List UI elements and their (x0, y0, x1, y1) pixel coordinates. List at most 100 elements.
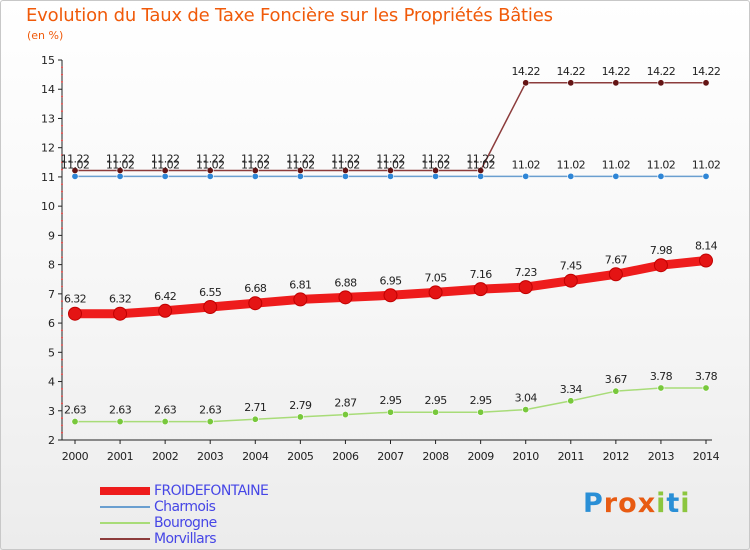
data-point (608, 267, 623, 282)
data-point (567, 172, 575, 180)
y-minor-tick (61, 168, 63, 171)
data-label: 11.02 (466, 158, 495, 171)
logo-letter: t (666, 488, 681, 519)
data-label: 2.95 (425, 394, 448, 407)
data-label: 11.22 (151, 152, 180, 165)
data-label: 11.02 (421, 158, 450, 171)
y-minor-tick (61, 358, 63, 361)
data-point (116, 166, 124, 174)
data-point (338, 290, 353, 305)
y-tick-label: 5 (48, 346, 55, 359)
legend-swatch (100, 522, 150, 524)
logo-letter: o (618, 488, 638, 519)
x-tick-label: 2011 (558, 450, 584, 463)
data-point (657, 384, 665, 392)
data-label: 6.68 (244, 282, 267, 295)
data-label: 11.22 (196, 152, 225, 165)
data-label: 6.32 (64, 293, 86, 306)
data-point (116, 172, 124, 180)
y-minor-tick (61, 190, 63, 193)
data-label: 14.22 (647, 65, 676, 78)
y-minor-tick (61, 73, 63, 76)
data-point (567, 397, 575, 405)
data-label: 11.22 (106, 152, 135, 165)
y-minor-tick (61, 424, 63, 427)
y-minor-tick (61, 249, 63, 251)
data-point (432, 166, 440, 174)
y-tick-label: 13 (41, 112, 55, 125)
data-point (248, 296, 263, 311)
x-tick-label: 2001 (107, 450, 133, 463)
data-point (113, 306, 128, 321)
y-minor-tick (61, 278, 63, 281)
data-point (341, 172, 349, 180)
x-tick-label: 2013 (648, 450, 675, 463)
x-tick-label: 2004 (242, 450, 269, 463)
data-point (432, 172, 440, 180)
data-point (206, 418, 214, 426)
y-minor-tick (61, 329, 63, 332)
data-label: 6.95 (379, 274, 402, 287)
y-tick-label: 4 (48, 376, 55, 389)
logo-letter: x (637, 488, 657, 519)
data-point (71, 172, 79, 180)
y-tick-label: 2 (48, 434, 55, 447)
y-minor-tick (61, 387, 63, 390)
data-point (522, 79, 530, 87)
data-label: 7.98 (650, 244, 673, 257)
y-minor-tick (61, 139, 63, 142)
data-point (612, 79, 620, 87)
data-label: 7.67 (605, 253, 628, 266)
data-point (341, 166, 349, 174)
x-tick-label: 2012 (603, 450, 629, 463)
y-tick-label: 3 (48, 405, 55, 418)
data-label: 7.23 (515, 266, 538, 279)
x-tick-label: 2008 (422, 450, 449, 463)
y-minor-tick (61, 314, 63, 317)
x-tick-label: 2014 (693, 450, 720, 463)
data-point (428, 285, 443, 300)
data-point (203, 300, 218, 314)
data-point (161, 166, 169, 174)
legend-swatch (100, 506, 150, 508)
data-label: 6.81 (289, 278, 311, 291)
data-label: 6.32 (109, 293, 131, 306)
logo-letter: P (583, 488, 604, 519)
data-label: 6.42 (154, 290, 176, 303)
data-label: 2.63 (199, 404, 222, 417)
y-tick-label: 9 (48, 229, 55, 242)
x-tick-label: 2010 (513, 450, 540, 463)
data-label: 11.02 (286, 158, 315, 171)
x-tick-label: 2000 (62, 450, 89, 463)
data-label: 2.87 (334, 397, 357, 410)
data-point (653, 258, 668, 273)
data-point (473, 282, 488, 297)
data-label: 14.22 (557, 65, 586, 78)
logo-letter: i (656, 488, 667, 519)
data-label: 11.22 (61, 152, 90, 165)
y-tick-label: 12 (41, 142, 55, 155)
data-point (206, 172, 214, 180)
data-point (251, 172, 259, 180)
y-minor-tick (61, 366, 63, 368)
data-point (657, 172, 665, 180)
y-minor-tick (61, 431, 63, 434)
data-point (251, 166, 259, 174)
x-tick-label: 2002 (152, 450, 178, 463)
data-point (522, 406, 530, 414)
data-label: 11.02 (602, 158, 631, 171)
data-point (383, 288, 398, 303)
y-minor-tick (61, 336, 63, 339)
data-point (386, 166, 394, 174)
y-minor-tick (61, 183, 63, 186)
data-label: 11.02 (241, 158, 270, 171)
data-label: 3.78 (695, 370, 718, 383)
y-tick-label: 7 (48, 288, 55, 301)
y-minor-tick (61, 95, 63, 98)
data-label: 11.02 (511, 158, 540, 171)
data-point (699, 253, 713, 268)
data-label: 3.34 (560, 383, 583, 396)
data-label: 2.79 (289, 399, 312, 412)
data-point (116, 418, 124, 426)
data-point (341, 411, 349, 419)
